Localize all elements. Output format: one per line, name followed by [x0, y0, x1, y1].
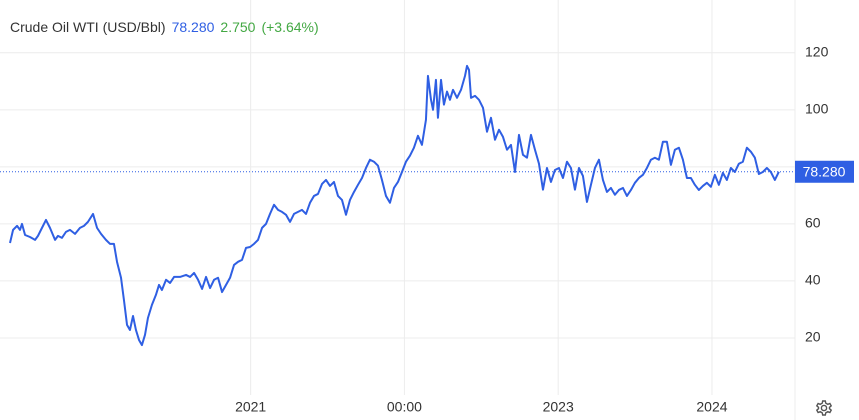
overlay: 78.280	[0, 160, 854, 183]
y-tick-label: 100	[805, 101, 829, 117]
y-tick-label: 20	[805, 329, 821, 345]
price-change-pct: (+3.64%)	[261, 19, 319, 35]
x-tick-label: 2024	[696, 399, 727, 415]
plot	[9, 64, 780, 347]
settings-icon[interactable]	[815, 400, 833, 416]
header: Crude Oil WTI (USD/Bbl) 78.280 2.750 (+3.64…	[10, 19, 325, 35]
x-tick-label: 00:00	[387, 399, 422, 415]
y-tick-label: 40	[805, 272, 821, 288]
current-price-box	[795, 160, 854, 183]
x-tick-label: 2021	[235, 399, 266, 415]
instrument-name: Crude Oil WTI (USD/Bbl)	[10, 19, 166, 35]
y-tick-label: 120	[805, 43, 829, 59]
x-tick-label: 2023	[543, 399, 574, 415]
price-change: 2.750	[220, 19, 256, 35]
last-price: 78.280	[171, 19, 215, 35]
y-tick-label: 60	[805, 215, 821, 231]
price-line	[9, 64, 780, 347]
current-price-label: 78.280	[803, 163, 846, 179]
